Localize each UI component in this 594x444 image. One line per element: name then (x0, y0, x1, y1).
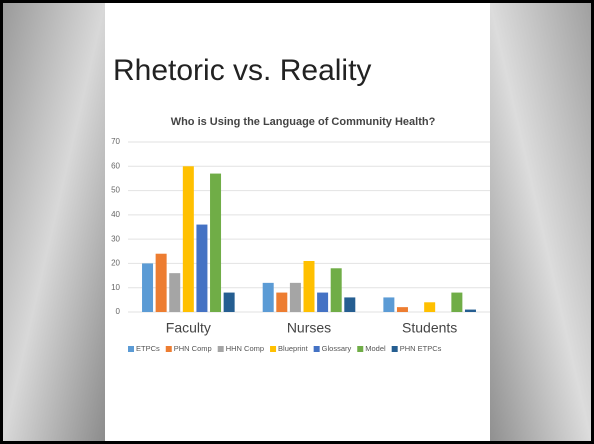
chart-title: Who is Using the Language of Community H… (171, 116, 436, 128)
legend-swatch (313, 346, 320, 352)
x-tick-label: Students (402, 320, 457, 336)
bar (276, 292, 288, 312)
bar (303, 261, 315, 312)
y-tick-label: 40 (111, 210, 120, 219)
y-tick-label: 10 (111, 283, 120, 292)
y-tick-label: 30 (111, 234, 120, 243)
bar (182, 166, 194, 312)
legend-swatch (165, 346, 172, 352)
legend-swatch (270, 346, 277, 352)
legend-label: Blueprint (278, 344, 309, 353)
legend-swatch (128, 346, 134, 352)
bar (464, 309, 476, 312)
x-tick-label: Nurses (287, 320, 331, 336)
legend-label: PHN Comp (174, 344, 212, 353)
y-tick-label: 50 (111, 186, 120, 195)
side-image-right (490, 3, 591, 441)
legend-swatch (391, 346, 398, 352)
bar (155, 253, 167, 312)
bar (317, 292, 329, 312)
bar (344, 297, 356, 312)
bar (424, 302, 436, 312)
bar (169, 273, 181, 312)
bar (396, 307, 408, 312)
legend-swatch (217, 346, 224, 352)
legend-swatch (357, 346, 364, 352)
legend-label: PHN ETPCs (400, 344, 442, 353)
bar (451, 292, 463, 312)
x-tick-label: Faculty (166, 320, 211, 336)
legend-label: ETPCs (136, 344, 160, 353)
y-tick-label: 60 (111, 161, 120, 170)
bar (383, 297, 395, 312)
legend-label: Glossary (322, 344, 352, 353)
legend-label: HHN Comp (226, 344, 264, 353)
side-image-left (3, 3, 105, 441)
bar (210, 173, 222, 312)
bar (196, 224, 208, 312)
legend-label: Model (365, 344, 386, 353)
y-tick-label: 20 (111, 259, 120, 268)
bar (262, 282, 274, 312)
y-tick-label: 70 (111, 137, 120, 146)
y-tick-label: 0 (116, 307, 121, 316)
slide-title: Rhetoric vs. Reality (113, 54, 371, 87)
content-panel (105, 3, 490, 441)
bar (289, 282, 301, 312)
bar (223, 292, 235, 312)
bar (142, 263, 154, 312)
bar (330, 268, 342, 312)
